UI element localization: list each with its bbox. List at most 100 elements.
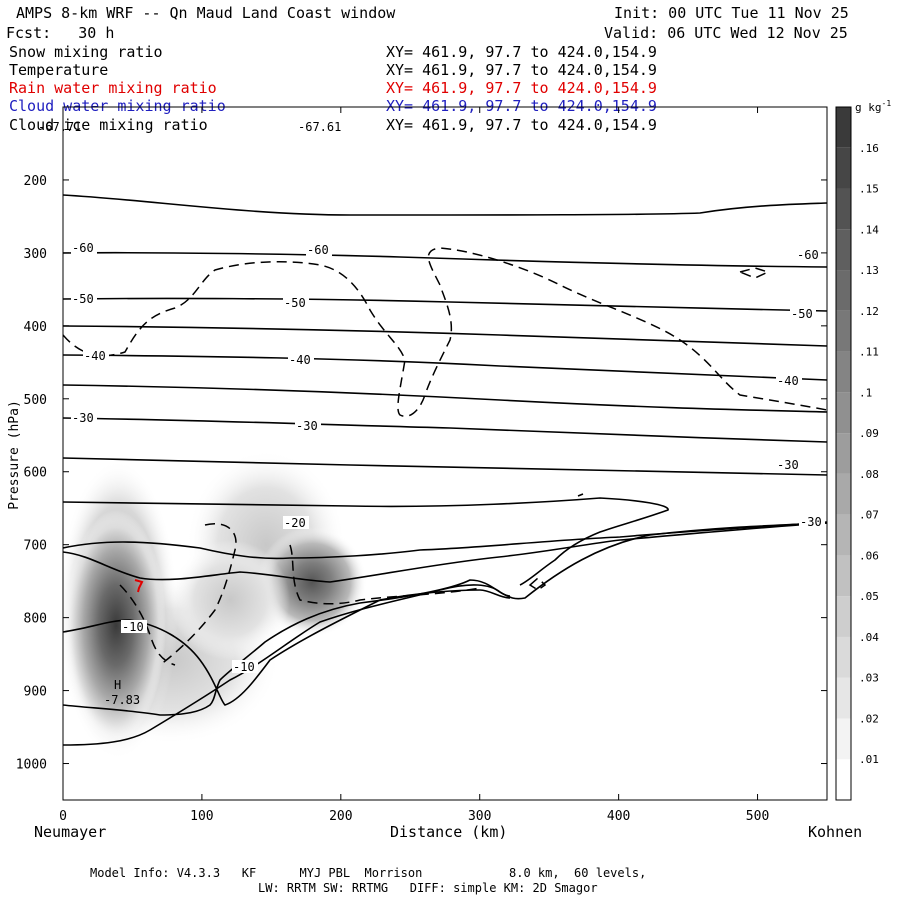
colorbar-segment (836, 433, 851, 474)
label-m60-mid: -60 (307, 243, 329, 257)
y-axis-title: Pressure (hPa) (7, 400, 22, 510)
x-axis-title: Distance (km) (390, 823, 508, 841)
isotherm-m40 (63, 354, 827, 381)
isotherm-m30b (63, 457, 827, 476)
label-m40-left: -40 (84, 349, 106, 363)
colorbar-level-label: .16 (859, 142, 879, 155)
colorbar-segment (836, 188, 851, 230)
forecast-hour: Fcst: 30 h (6, 24, 115, 42)
isotherm-m30 (63, 417, 827, 443)
legend-name-cloud-ice: Cloud ice mixing ratio (9, 116, 208, 134)
y-tick-label-500: 500 (24, 393, 47, 408)
colorbar-unit: g kg-1 (855, 99, 891, 114)
x-tick-label-500: 500 (746, 809, 769, 824)
init-time: Init: 00 UTC Tue 11 Nov 25 (614, 4, 849, 22)
isotherm-m20 (63, 497, 669, 586)
colorbar-segment (836, 107, 851, 148)
label-m50-left: -50 (72, 292, 94, 306)
y-tick-label-600: 600 (24, 466, 47, 481)
colorbar-segment (836, 636, 851, 678)
rain-water-marker (134, 579, 144, 593)
legend-xy-temperature: XY= 461.9, 97.7 to 424.0,154.9 (386, 61, 657, 79)
valid-time: Valid: 06 UTC Wed 12 Nov 25 (604, 24, 848, 42)
x-axis: 0 100 200 300 400 500 (59, 107, 769, 824)
chart-title: AMPS 8-km WRF -- Qn Maud Land Coast wind… (16, 4, 396, 22)
colorbar-segment (836, 270, 851, 311)
label-m10-b: -10 (233, 660, 255, 674)
colorbar-level-label: .14 (859, 223, 879, 236)
y-tick-label-300: 300 (24, 247, 47, 262)
colorbar-segment (836, 351, 851, 393)
colorbar-level-label: .01 (859, 753, 879, 766)
colorbar-level-label: .13 (859, 264, 879, 277)
colorbar-segment (836, 229, 851, 271)
label-m30-right: -30 (777, 458, 799, 472)
colorbar-level-label: .11 (859, 346, 879, 359)
label-m40-mid: -40 (289, 353, 311, 367)
colorbar-segment (836, 147, 851, 189)
left-endpoint: Neumayer (34, 823, 107, 841)
colorbar-segment (836, 596, 851, 637)
colorbar-level-label: .12 (859, 305, 879, 318)
colorbar-level-label: .09 (859, 427, 879, 440)
label-m40-right: -40 (777, 374, 799, 388)
isotherm-m10a (63, 522, 827, 583)
label-m10-a: -10 (122, 620, 144, 634)
colorbar: .01 .02 .03 .04 .05 .06 .07 .08 .09 .1 .11 .12 .13 .1… (835, 106, 879, 801)
legend-xy-cloud-water: XY= 461.9, 97.7 to 424.0,154.9 (386, 97, 657, 115)
y-tick-label-800: 800 (24, 612, 47, 627)
label-m60-right: -60 (797, 248, 819, 262)
colorbar-unit-exp: -1 (882, 99, 892, 108)
label-m30-left: -30 (72, 411, 94, 425)
colorbar-level-label: .02 (859, 712, 879, 725)
label-m20: -20 (284, 516, 306, 530)
label-m60-left: -60 (72, 241, 94, 255)
y-axis: 200 300 400 500 600 700 800 900 1000 (16, 106, 827, 773)
legend-name-cloud-water: Cloud water mixing ratio (9, 97, 226, 115)
snow-max-left (66, 510, 166, 740)
legend-xy-cloud-ice: XY= 461.9, 97.7 to 424.0,154.9 (386, 116, 657, 134)
extreme-label-left: -67.71 (38, 120, 82, 134)
x-tick-label-200: 200 (329, 809, 352, 824)
isotherm-m50 (63, 297, 827, 312)
isotherm-m60 (63, 251, 827, 268)
label-m50-right: -50 (791, 307, 813, 321)
colorbar-unit-base: g kg (855, 101, 882, 114)
y-tick-label-200: 200 (24, 174, 47, 189)
label-m50-mid: -50 (284, 296, 306, 310)
y-tick-label-400: 400 (24, 320, 47, 335)
label-m30-far-right: -30 (800, 515, 822, 529)
colorbar-level-label: .07 (859, 509, 879, 522)
colorbar-segment (836, 514, 851, 556)
legend-name-temperature: Temperature (9, 61, 109, 79)
colorbar-level-label: .08 (859, 468, 879, 481)
colorbar-frame (835, 106, 852, 801)
colorbar-segment (836, 677, 851, 719)
extreme-label-mid: -67.61 (298, 120, 342, 134)
colorbar-segment (836, 555, 851, 597)
colorbar-level-label: .1 (859, 386, 872, 399)
model-info-line1: Model Info: V4.3.3 KF MYJ PBL Morrison 8… (90, 866, 647, 880)
temperature-isotherms (63, 194, 827, 746)
high-value: -7.83 (104, 693, 140, 707)
colorbar-level-label: .15 (859, 183, 879, 196)
right-endpoint: Kohnen (808, 823, 863, 841)
x-tick-label-0: 0 (59, 809, 67, 824)
colorbar-level-label: .05 (859, 590, 879, 603)
legend-name-rain: Rain water mixing ratio (9, 79, 217, 97)
x-tick-label-300: 300 (468, 809, 491, 824)
plot-frame (62, 106, 828, 801)
high-marker: H (114, 678, 121, 692)
colorbar-segment (836, 310, 851, 352)
colorbar-segment (836, 759, 851, 800)
legend-xy-snow: XY= 461.9, 97.7 to 424.0,154.9 (386, 43, 657, 61)
y-tick-label-1000: 1000 (16, 758, 47, 773)
colorbar-level-label: .04 (859, 631, 879, 644)
legend-xy-rain: XY= 461.9, 97.7 to 424.0,154.9 (386, 79, 657, 97)
x-tick-label-400: 400 (607, 809, 630, 824)
y-tick-label-900: 900 (24, 685, 47, 700)
colorbar-level-label: .03 (859, 672, 879, 685)
legend-name-snow: Snow mixing ratio (9, 43, 163, 61)
colorbar-level-label: .06 (859, 549, 879, 562)
